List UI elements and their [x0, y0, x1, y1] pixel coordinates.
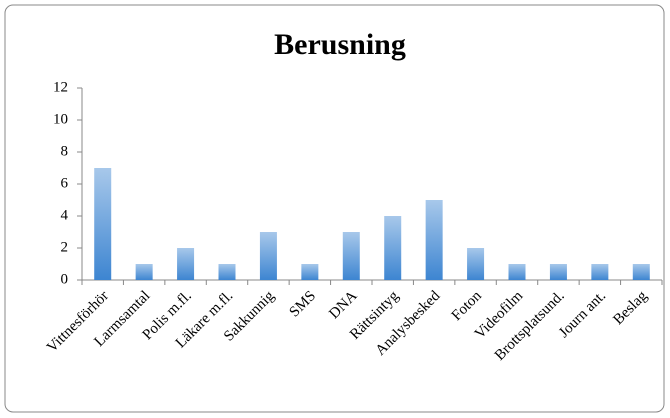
bar [301, 264, 319, 280]
y-tick-label: 10 [53, 111, 68, 127]
y-tick-label: 4 [61, 207, 69, 223]
bar [135, 264, 153, 280]
y-tick-label: 12 [53, 79, 68, 95]
chart-title: Berusning [274, 28, 406, 61]
y-tick-label: 2 [61, 239, 69, 255]
bar [467, 248, 485, 280]
bar [632, 264, 650, 280]
y-tick-label: 6 [61, 175, 69, 191]
bar [218, 264, 236, 280]
bar [94, 168, 112, 280]
bar [549, 264, 567, 280]
bar [508, 264, 526, 280]
chart-frame [4, 4, 665, 413]
bar [384, 216, 402, 280]
y-tick-label: 8 [61, 143, 69, 159]
bar [259, 232, 277, 280]
bar [425, 200, 443, 280]
y-tick-label: 0 [61, 271, 69, 287]
bar [342, 232, 360, 280]
bar [177, 248, 195, 280]
bar [591, 264, 609, 280]
